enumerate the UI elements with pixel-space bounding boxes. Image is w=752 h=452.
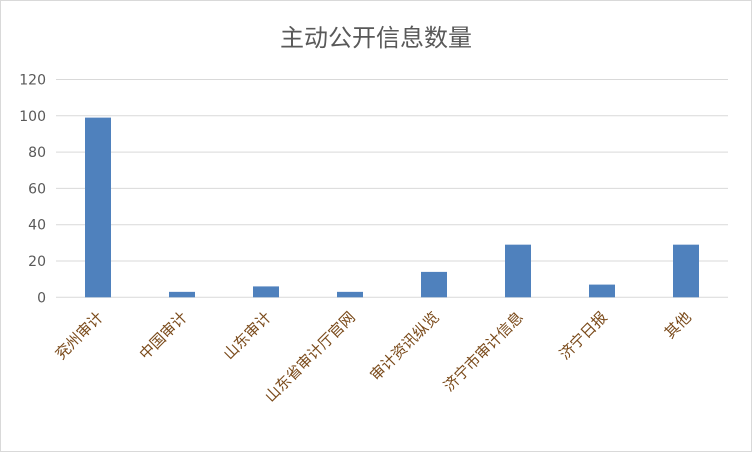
y-tick-label: 80 [28, 145, 46, 161]
y-tick-label: 0 [37, 290, 46, 306]
x-tick-label: 其他 [661, 308, 695, 342]
x-tick-label: 山东审计 [220, 308, 275, 363]
y-tick-label: 120 [19, 73, 46, 89]
x-tick-label: 济宁日报 [556, 308, 611, 363]
bar [505, 244, 531, 298]
bar [673, 244, 699, 298]
x-tick-label: 审计资讯纵览 [366, 308, 442, 384]
bar [253, 286, 279, 298]
x-tick-label: 兖州审计 [52, 308, 107, 363]
bar [169, 291, 195, 298]
x-tick-label: 济宁市审计信息 [440, 308, 527, 395]
y-tick-label: 40 [28, 218, 46, 234]
bar [421, 271, 447, 298]
y-tick-label: 20 [28, 254, 46, 270]
y-tick-label: 100 [19, 109, 46, 125]
x-tick-label: 中国审计 [136, 308, 191, 363]
chart-title: 主动公开信息数量 [280, 24, 472, 52]
bar [589, 284, 615, 298]
x-tick-label: 山东省审计厅官网 [261, 308, 359, 406]
y-tick-label: 60 [28, 181, 46, 197]
bar [337, 291, 363, 298]
bar [85, 117, 111, 298]
